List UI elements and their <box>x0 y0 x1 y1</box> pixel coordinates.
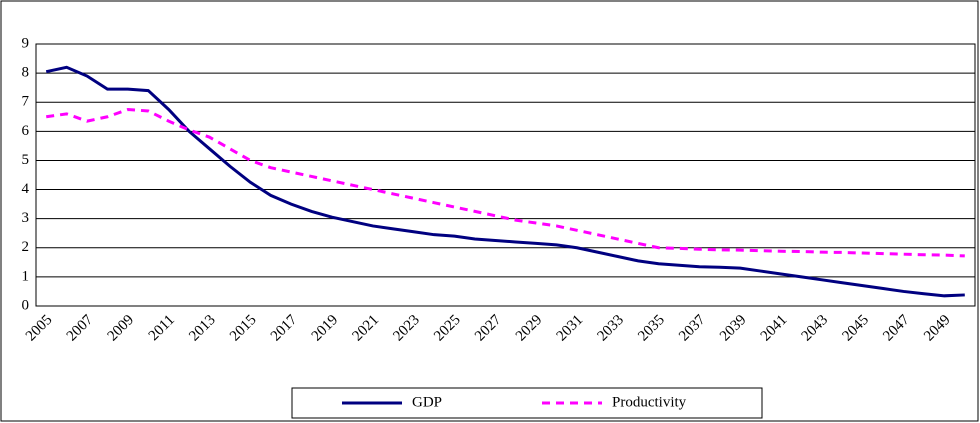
y-tick-label: 5 <box>22 152 30 168</box>
plot-area <box>35 43 976 307</box>
y-tick-label: 2 <box>22 239 30 255</box>
y-tick-label: 3 <box>22 210 30 226</box>
legend-label: Productivity <box>612 394 687 410</box>
series-line <box>45 107 965 258</box>
y-tick-label: 8 <box>22 65 30 81</box>
y-tick-label: 7 <box>22 94 30 110</box>
y-tick-label: 4 <box>22 181 30 197</box>
series-line <box>45 65 965 298</box>
y-tick-label: 6 <box>22 123 30 139</box>
legend-label: GDP <box>412 394 442 410</box>
y-tick-label: 9 <box>22 35 30 51</box>
y-tick-label: 1 <box>22 268 30 284</box>
y-tick-label: 0 <box>22 297 30 313</box>
